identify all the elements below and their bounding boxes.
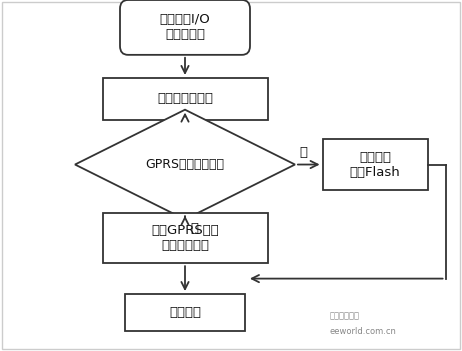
Text: 电子工程世界: 电子工程世界 [330, 311, 360, 320]
Text: 启动摄像头拍照: 启动摄像头拍照 [157, 92, 213, 105]
Bar [322, 139, 427, 190]
Polygon shape [75, 110, 295, 219]
Text: 通过GPRS模块
发送照片数据: 通过GPRS模块 发送照片数据 [151, 224, 219, 252]
Text: 是: 是 [190, 221, 198, 234]
Text: 否: 否 [299, 146, 307, 159]
Text: eeworld.com.cn: eeworld.com.cn [330, 327, 397, 336]
Text: GPRS网络是否可用: GPRS网络是否可用 [146, 158, 225, 171]
Text: 红外感应I/O
口中断入口: 红外感应I/O 口中断入口 [160, 13, 210, 41]
Text: 中断返回: 中断返回 [169, 306, 201, 319]
Bar [103, 213, 267, 263]
FancyBboxPatch shape [120, 0, 250, 55]
Text: 将照片存
放到Flash: 将照片存 放到Flash [350, 151, 401, 179]
Bar [103, 78, 267, 120]
Bar [125, 294, 245, 331]
